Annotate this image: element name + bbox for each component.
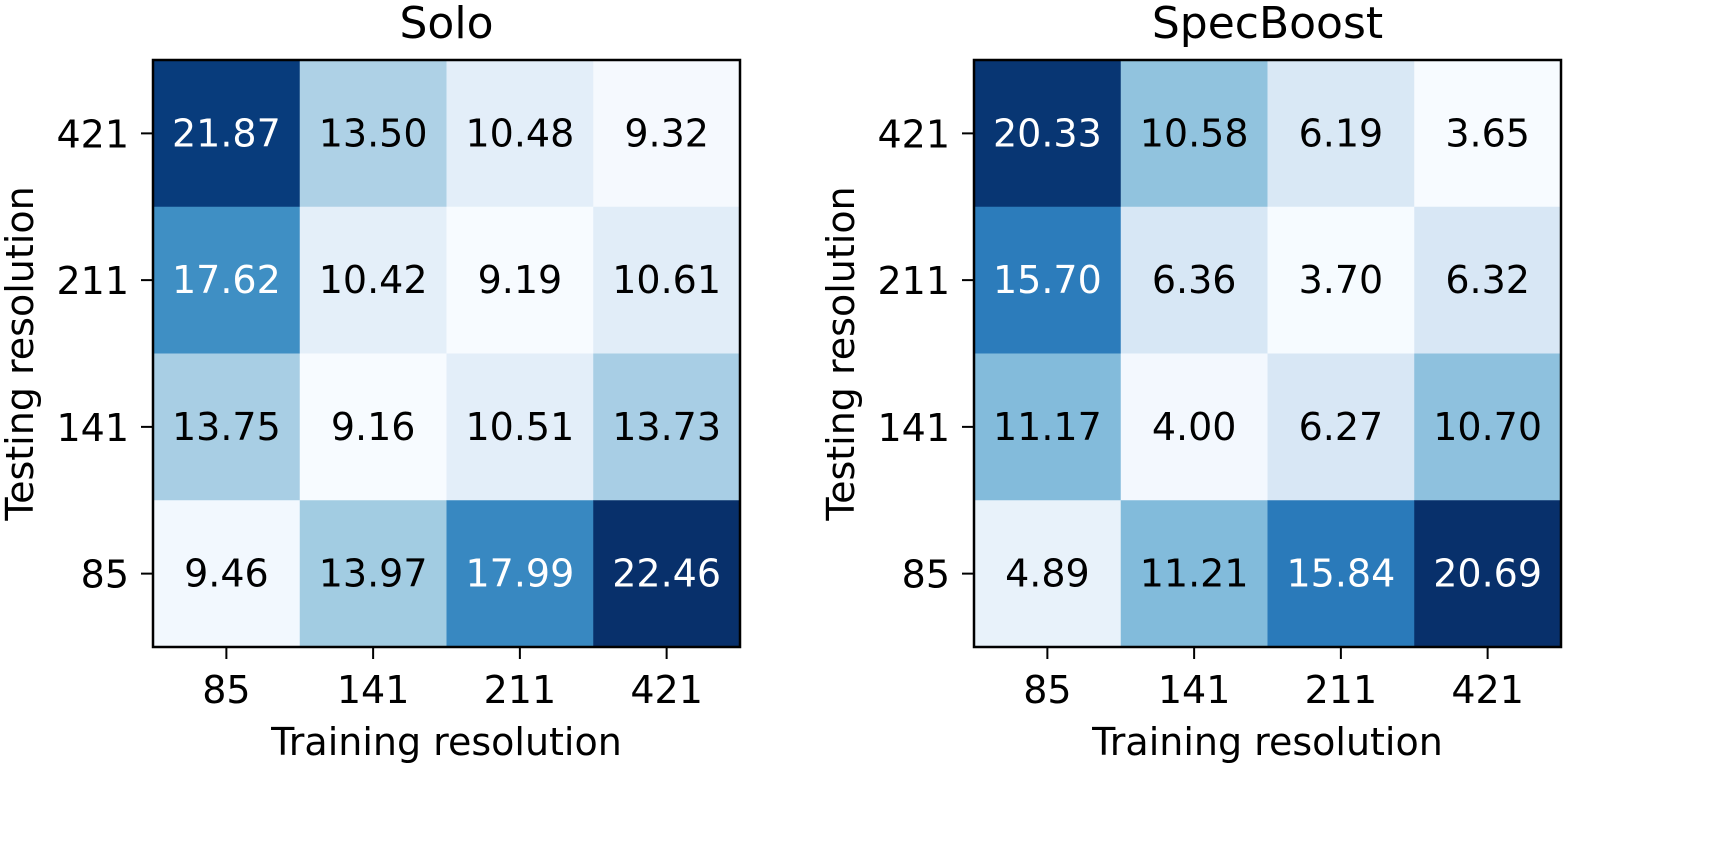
- chart-title: SpecBoost: [1152, 0, 1383, 49]
- heatmap-cell: [153, 500, 301, 648]
- cell-value-label: 9.46: [184, 552, 269, 596]
- heatmap-cell: [1267, 353, 1415, 501]
- x-tick-label: 141: [337, 668, 410, 712]
- heatmap-cell: [593, 500, 741, 648]
- cell-value-label: 3.65: [1445, 111, 1530, 155]
- heatmap-cell: [153, 353, 301, 501]
- heatmap-cell: [1120, 60, 1268, 208]
- heatmap-cell: [1414, 60, 1562, 208]
- x-axis-label: Training resolution: [270, 720, 622, 764]
- heatmap-cell: [299, 60, 447, 208]
- heatmap-cell: [153, 206, 301, 354]
- heatmap-cell: [1267, 206, 1415, 354]
- heatmap-cell: [1120, 353, 1268, 501]
- cell-value-label: 9.19: [478, 258, 563, 302]
- cell-value-label: 22.46: [612, 552, 721, 596]
- cell-value-label: 20.69: [1433, 552, 1542, 596]
- cell-value-label: 10.51: [465, 405, 574, 449]
- heatmap-cell: [1267, 500, 1415, 648]
- cell-value-label: 11.21: [1140, 552, 1249, 596]
- cell-value-label: 3.70: [1299, 258, 1384, 302]
- chart-title: Solo: [400, 0, 494, 49]
- cell-value-label: 15.84: [1286, 552, 1395, 596]
- cell-value-label: 13.73: [612, 405, 721, 449]
- cell-value-label: 10.42: [319, 258, 428, 302]
- heatmap-cell: [153, 60, 301, 208]
- cell-value-label: 20.33: [993, 111, 1102, 155]
- heatmap-cell: [1120, 206, 1268, 354]
- cell-value-label: 17.62: [172, 258, 281, 302]
- x-axis-label: Training resolution: [1091, 720, 1443, 764]
- x-tick-label: 85: [1023, 668, 1071, 712]
- x-tick-label: 211: [1305, 668, 1378, 712]
- heatmap-cell: [974, 60, 1122, 208]
- heatmap-specboost: 20.33 10.58 6.19 3.65 15.70 6.36 3.70 6.32 11.17…: [819, 0, 1563, 764]
- cell-value-label: 10.58: [1140, 111, 1249, 155]
- y-tick-label: 141: [877, 406, 950, 450]
- cell-value-label: 6.27: [1299, 405, 1384, 449]
- heatmap-cell: [1120, 500, 1268, 648]
- heatmap-cell: [593, 60, 741, 208]
- x-tick-label: 85: [202, 668, 250, 712]
- heatmap-cell: [446, 353, 594, 501]
- heatmap-cell: [593, 353, 741, 501]
- cell-value-label: 17.99: [465, 552, 574, 596]
- heatmap-cell: [446, 206, 594, 354]
- heatmap-cell: [446, 500, 594, 648]
- y-tick-label: 421: [877, 112, 950, 156]
- x-tick-label: 211: [484, 668, 557, 712]
- heatmap-cell: [974, 500, 1122, 648]
- cell-value-label: 13.50: [319, 111, 428, 155]
- cell-value-label: 15.70: [993, 258, 1102, 302]
- y-tick-label: 211: [56, 259, 129, 303]
- y-tick-label: 85: [81, 553, 129, 597]
- x-tick-label: 421: [630, 668, 703, 712]
- y-tick-label: 141: [56, 406, 129, 450]
- heatmap-cell: [1267, 60, 1415, 208]
- cell-value-label: 10.61: [612, 258, 721, 302]
- heatmap-cell: [1414, 353, 1562, 501]
- x-tick-label: 421: [1451, 668, 1524, 712]
- cell-value-label: 21.87: [172, 111, 281, 155]
- cell-value-label: 4.00: [1152, 405, 1237, 449]
- cell-value-label: 10.48: [465, 111, 574, 155]
- heatmap-cell: [299, 206, 447, 354]
- heatmap-cell: [299, 500, 447, 648]
- heatmap-cell: [974, 353, 1122, 501]
- cell-value-label: 6.32: [1445, 258, 1530, 302]
- y-tick-label: 211: [877, 259, 950, 303]
- heatmap-cell: [446, 60, 594, 208]
- axes-frame: [972, 58, 1563, 649]
- heatmap-cell: [974, 206, 1122, 354]
- heatmap-cell: [299, 353, 447, 501]
- cell-value-label: 4.89: [1005, 552, 1090, 596]
- y-axis-label: Testing resolution: [0, 186, 42, 521]
- heatmap-solo: 21.87 13.50 10.48 9.32 17.62 10.42 9.19 10.61 13…: [0, 0, 742, 764]
- cell-value-label: 13.75: [172, 405, 281, 449]
- cell-value-label: 6.36: [1152, 258, 1237, 302]
- cell-value-label: 9.32: [624, 111, 709, 155]
- x-tick-label: 141: [1158, 668, 1231, 712]
- cell-value-label: 6.19: [1299, 111, 1384, 155]
- heatmap-cell: [1414, 206, 1562, 354]
- cell-value-label: 10.70: [1433, 405, 1542, 449]
- axes-frame: [151, 58, 742, 649]
- cell-value-label: 11.17: [993, 405, 1102, 449]
- cell-value-label: 9.16: [331, 405, 416, 449]
- y-tick-label: 421: [56, 112, 129, 156]
- y-axis-label: Testing resolution: [819, 186, 863, 521]
- y-tick-label: 85: [902, 553, 950, 597]
- cell-value-label: 13.97: [319, 552, 428, 596]
- heatmap-cell: [593, 206, 741, 354]
- heatmap-cell: [1414, 500, 1562, 648]
